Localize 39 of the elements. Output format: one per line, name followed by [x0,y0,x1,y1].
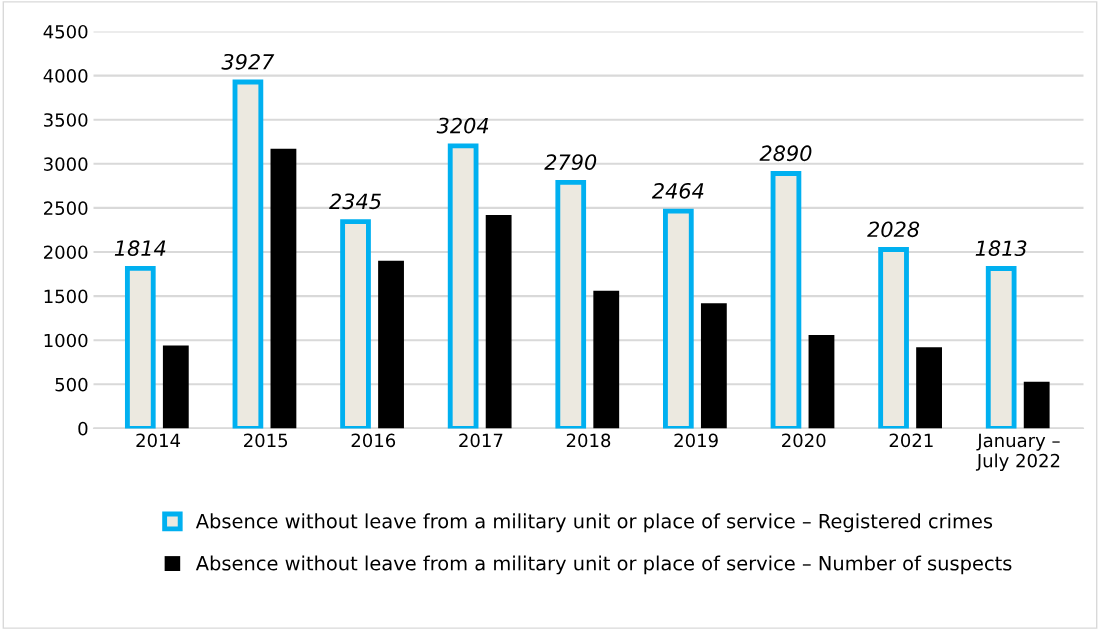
y-tick-label: 2500 [44,201,88,216]
y-tick-label: 1500 [44,289,88,304]
data-label: 2028 [867,221,920,238]
y-tick-label: 1000 [44,333,88,348]
x-tick-label: 2016 [351,433,396,448]
bar [378,260,404,429]
bar [485,214,512,429]
y-tick-label: 3000 [44,157,88,171]
legend-label: Absence without leave from a military unit or place of service – Number of suspects [195,555,1012,575]
data-label: 2890 [759,145,812,162]
y-tick-label: 4000 [43,69,88,83]
data-label: 2464 [651,182,704,199]
bar [808,334,835,429]
x-tick-label: January – July 2022 [975,433,1060,471]
bar [162,345,189,429]
bar [700,303,727,429]
data-label: 2345 [329,193,381,210]
bar [1023,381,1050,429]
data-label: 2790 [544,154,597,170]
data-label: 3204 [436,117,489,134]
x-tick-label: 2018 [566,433,611,448]
data-label: 3927 [221,53,275,70]
x-tick-label: 2015 [244,433,288,448]
y-tick-label: 0 [78,421,88,436]
bar [270,148,297,429]
x-tick-label: 2020 [782,433,826,448]
y-tick-label: 4500 [43,24,88,39]
bar [593,290,620,429]
y-tick-label: 500 [55,377,88,392]
y-tick-label: 3500 [44,113,88,127]
y-tick-label: 2000 [44,245,88,260]
bar [916,347,942,429]
x-tick-label: 2017 [459,433,503,448]
x-tick-label: 2014 [136,433,181,448]
data-label: 1814 [114,240,166,257]
x-tick-label: 2019 [674,433,718,448]
x-tick-label: 2021 [889,433,933,448]
data-label: 1813 [975,240,1027,257]
legend-label: Absence without leave from a military unit or place of service – Registered crimes [195,513,993,533]
